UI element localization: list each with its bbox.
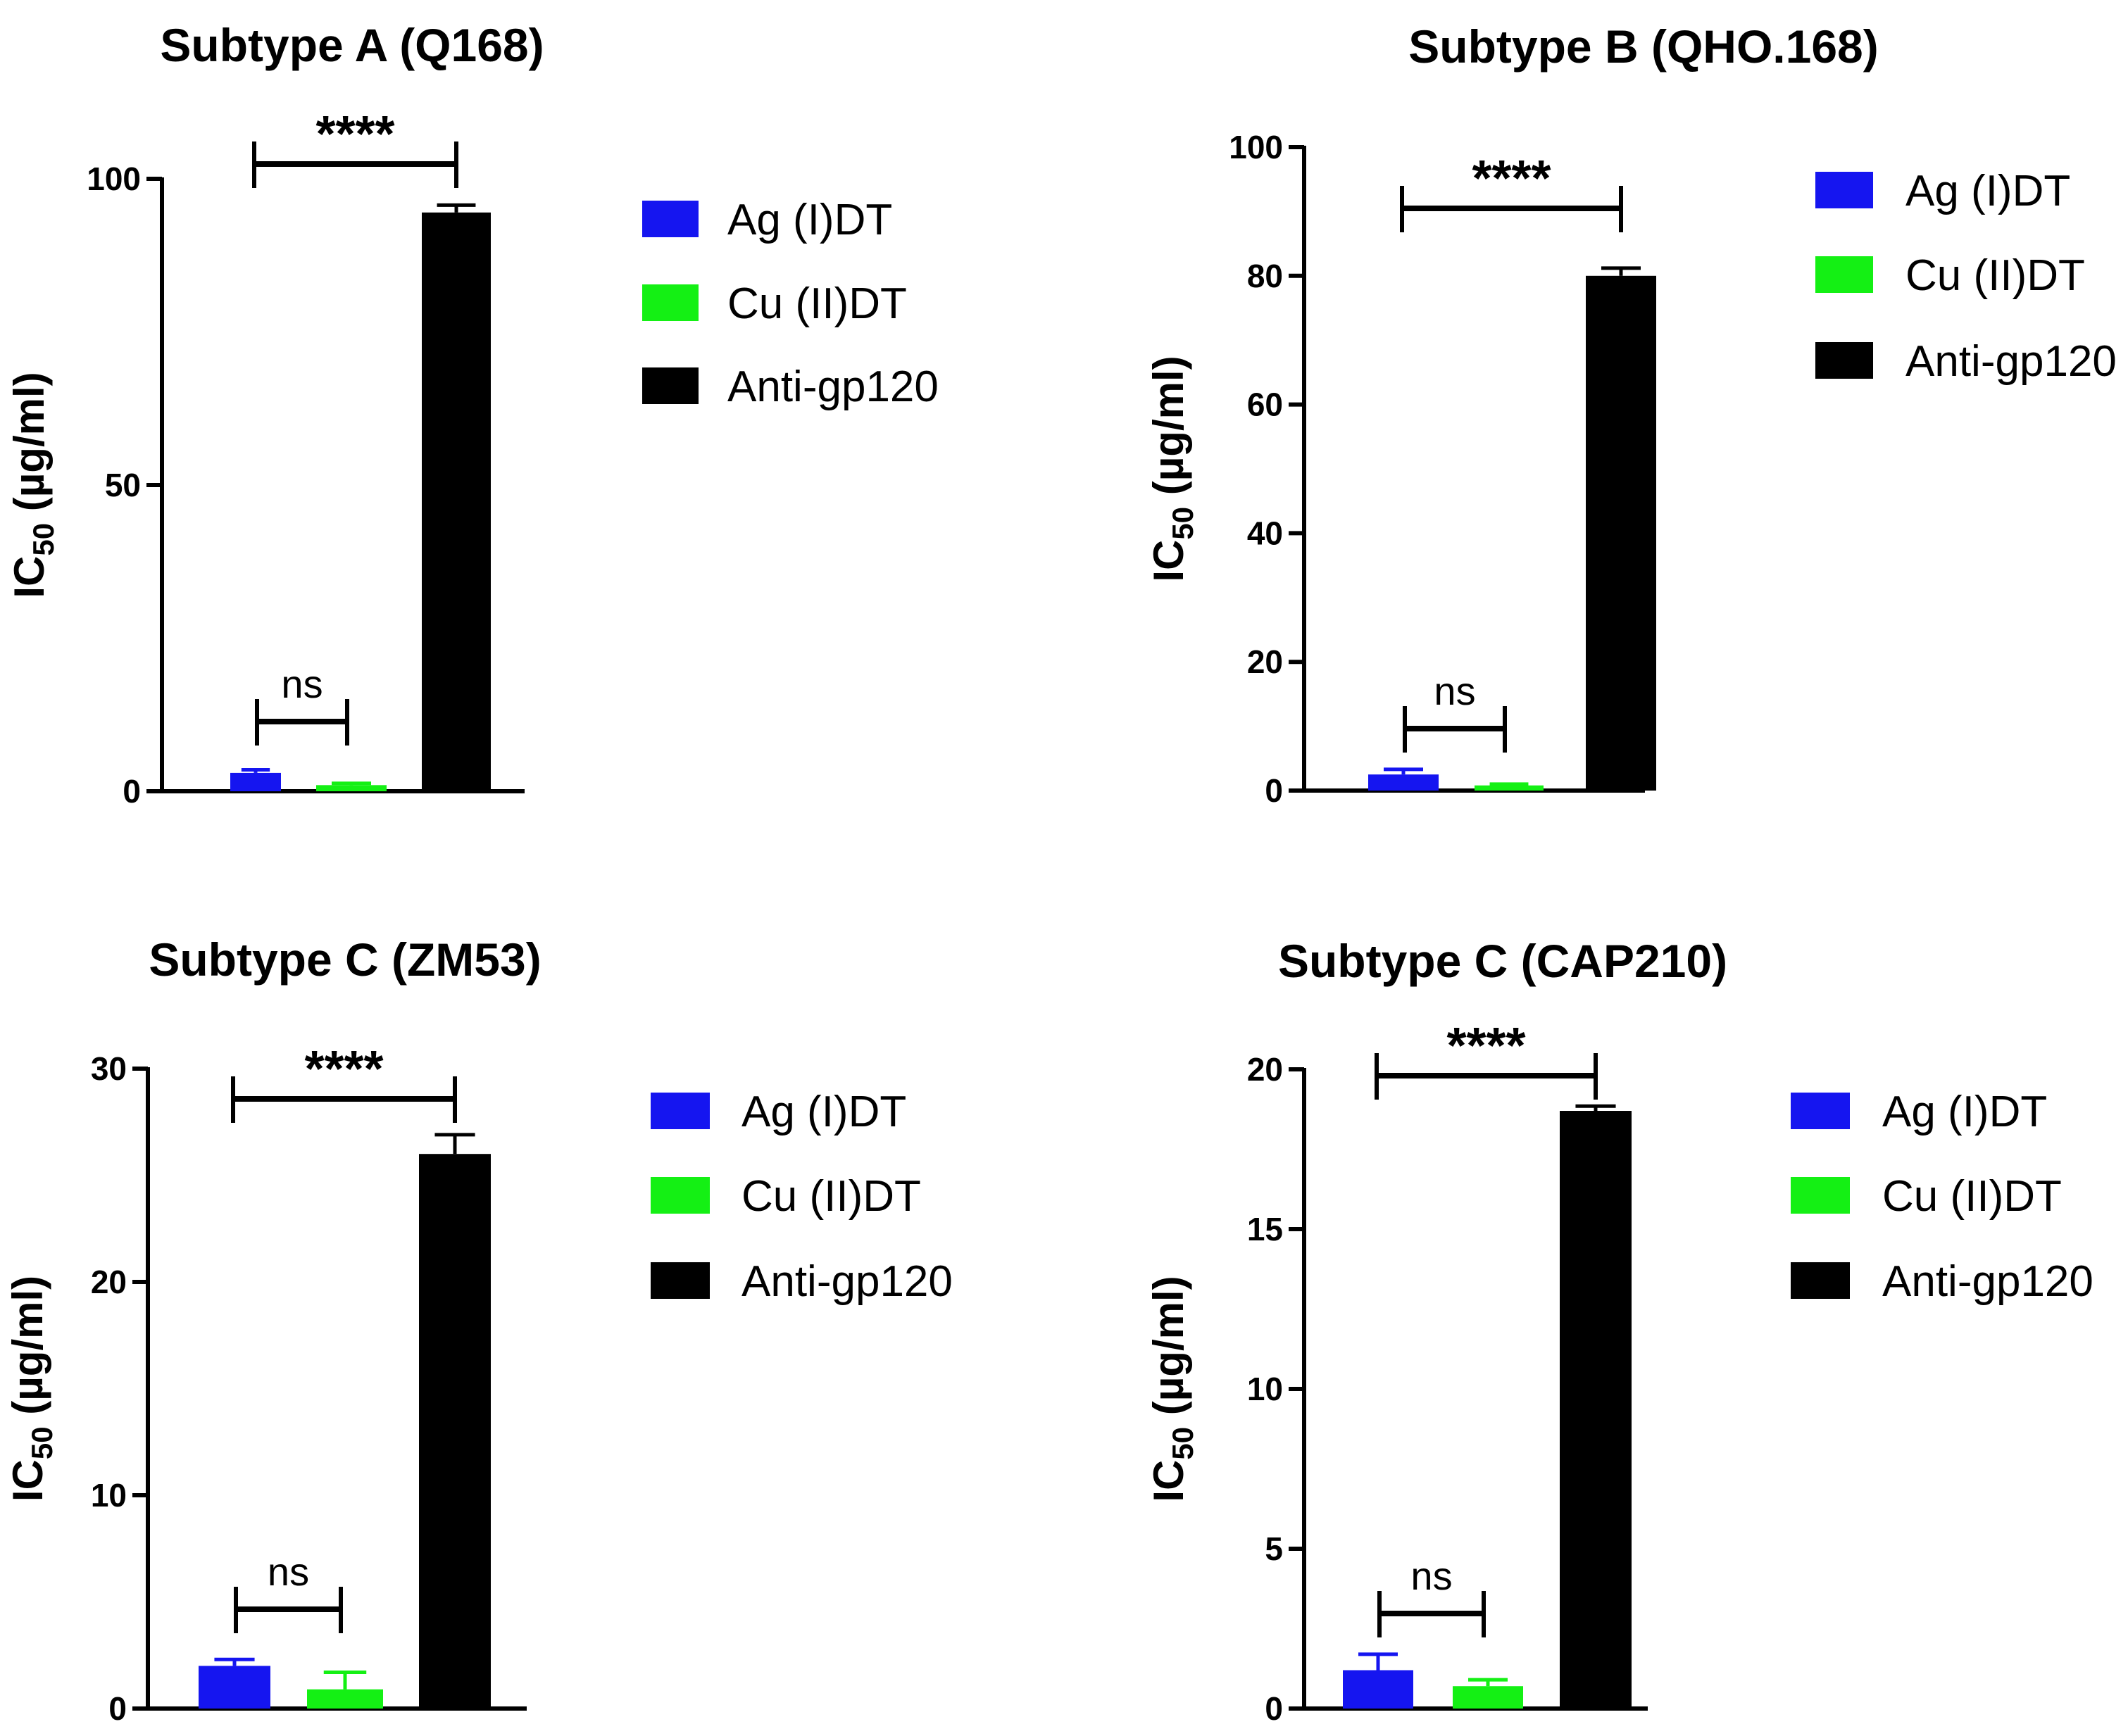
- y-tick-label: 10: [91, 1477, 127, 1514]
- bar: [230, 772, 281, 791]
- significance-label: ns: [1434, 669, 1475, 713]
- significance-label: ****: [315, 106, 394, 163]
- legend-swatch: [1815, 342, 1873, 379]
- legend-label: Anti-gp120: [1882, 1257, 2093, 1306]
- bar: [422, 212, 491, 792]
- legend-swatch: [1791, 1177, 1850, 1214]
- y-tick-label: 50: [105, 467, 141, 503]
- bar: [1343, 1670, 1413, 1709]
- legend-label: Ag (I)DT: [741, 1088, 906, 1136]
- significance-label: ****: [1446, 1018, 1525, 1074]
- significance-label: ****: [1472, 151, 1551, 207]
- y-tick-label: 60: [1247, 386, 1283, 423]
- bar: [1586, 275, 1656, 791]
- bar: [1453, 1686, 1523, 1709]
- y-axis-label: IC50 (µg/ml): [6, 372, 60, 598]
- significance-label: ****: [304, 1041, 383, 1097]
- legend-label: Ag (I)DT: [727, 196, 892, 244]
- legend-label: Ag (I)DT: [1882, 1088, 2047, 1136]
- legend-label: Cu (II)DT: [1882, 1172, 2062, 1221]
- y-tick-label: 15: [1247, 1211, 1283, 1247]
- legend-swatch: [1791, 1262, 1850, 1299]
- y-tick-label: 20: [1247, 643, 1283, 680]
- y-tick-label: 10: [1247, 1371, 1283, 1407]
- legend-swatch: [651, 1262, 710, 1299]
- chart-panel-4: Subtype C (CAP210) IC50 (µg/ml) 0 5 10 15 20 ns…: [1145, 935, 2093, 1727]
- legend-swatch: [642, 201, 699, 237]
- significance-label: ns: [268, 1549, 309, 1594]
- legend-label: Cu (II)DT: [1905, 251, 2085, 300]
- legend-swatch: [1815, 172, 1873, 208]
- significance-label: ns: [1410, 1554, 1452, 1598]
- bar: [419, 1154, 491, 1709]
- y-tick-label: 5: [1265, 1530, 1283, 1567]
- legend-label: Anti-gp120: [1905, 337, 2117, 386]
- y-axis-label: IC50 (µg/ml): [1145, 1276, 1199, 1502]
- legend-swatch: [642, 284, 699, 321]
- y-tick-label: 0: [123, 773, 141, 810]
- y-tick-label: 100: [87, 161, 141, 197]
- chart-title: Subtype C (ZM53): [149, 933, 541, 986]
- bar: [307, 1689, 383, 1709]
- legend-swatch: [1791, 1093, 1850, 1129]
- chart-title: Subtype B (QHO.168): [1408, 20, 1878, 73]
- bar: [199, 1666, 270, 1709]
- y-tick-label: 20: [1247, 1051, 1283, 1088]
- y-tick-label: 40: [1247, 515, 1283, 551]
- y-tick-label: 0: [108, 1690, 127, 1727]
- bar: [1368, 774, 1439, 791]
- chart-title: Subtype C (CAP210): [1278, 935, 1727, 987]
- chart-panel-3: Subtype C (ZM53) IC50 (µg/ml) 0 10 20 30 ns ***…: [4, 933, 953, 1727]
- y-tick-label: 100: [1229, 129, 1283, 165]
- bar: [316, 785, 387, 791]
- chart-title: Subtype A (Q168): [160, 19, 544, 71]
- legend-label: Anti-gp120: [741, 1257, 953, 1306]
- legend-label: Cu (II)DT: [727, 279, 907, 328]
- bar: [1475, 785, 1544, 791]
- bar: [1560, 1111, 1632, 1709]
- chart-panel-1: Subtype A (Q168) IC50 (µg/ml) 0 50 100 ns ****…: [6, 19, 939, 810]
- y-tick-label: 30: [91, 1050, 127, 1087]
- legend-swatch: [1815, 256, 1873, 293]
- y-tick-label: 0: [1265, 1690, 1283, 1727]
- y-axis-label: IC50 (µg/ml): [1145, 356, 1199, 581]
- y-axis-label: IC50 (µg/ml): [4, 1276, 58, 1502]
- y-tick-label: 0: [1265, 772, 1283, 809]
- y-tick-label: 80: [1247, 258, 1283, 294]
- legend-swatch: [651, 1177, 710, 1214]
- chart-panel-2: Subtype B (QHO.168) IC50 (µg/ml) 0 20 40 60 80…: [1145, 20, 2117, 809]
- legend-swatch: [651, 1093, 710, 1129]
- legend-swatch: [642, 367, 699, 404]
- significance-label: ns: [281, 662, 323, 706]
- legend-label: Ag (I)DT: [1905, 167, 2070, 215]
- y-tick-label: 20: [91, 1264, 127, 1300]
- legend-label: Anti-gp120: [727, 363, 939, 411]
- legend-label: Cu (II)DT: [741, 1172, 921, 1221]
